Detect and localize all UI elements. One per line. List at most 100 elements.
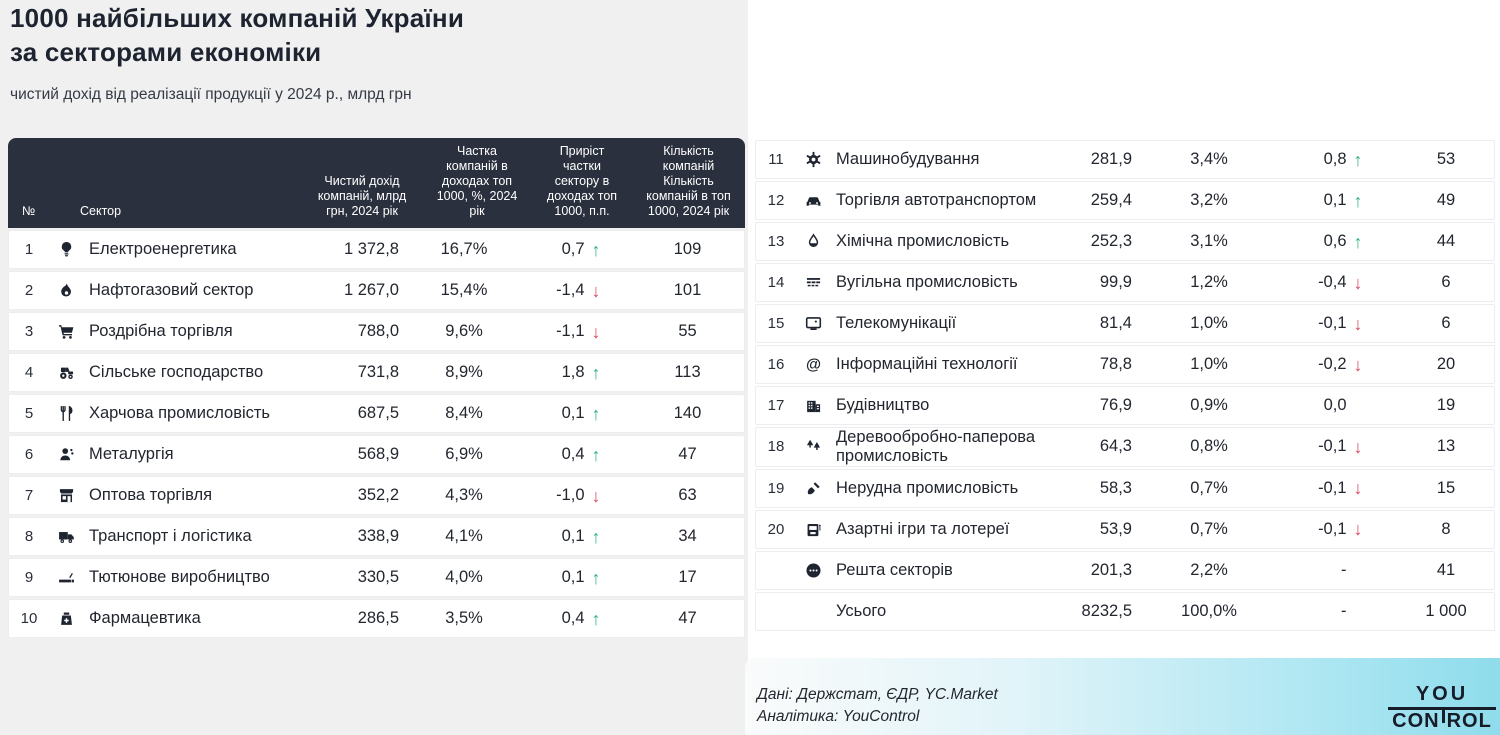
sector-label: Усього <box>836 601 887 620</box>
revenue-value: 281,9 <box>1090 150 1132 168</box>
table-row: 15 Телекомунікації 81,4 1,0% -0,1 ↓ 6 <box>755 304 1495 343</box>
arrow-down-icon: ↓ <box>1353 354 1363 375</box>
revenue-value: 1 267,0 <box>343 281 399 299</box>
growth-cell: - <box>1286 602 1396 621</box>
sector-icon-cell <box>796 192 830 209</box>
growth-value: 0,4 <box>561 445 585 463</box>
sector-icon-cell <box>796 274 830 291</box>
arrow-up-icon: ↑ <box>591 608 601 629</box>
left-rows: 1 Електроенергетика 1 372,8 16,7% 0,7 ↑ 109 2 На… <box>8 230 745 638</box>
share-value: 4,3% <box>445 486 483 504</box>
table-row: 12 Торгівля автотранспортом 259,4 3,2% 0,1 ↑ 4… <box>755 181 1495 220</box>
lightbulb-icon <box>61 242 71 257</box>
share-value: 1,0% <box>1190 314 1228 332</box>
revenue-value: 64,3 <box>1099 437 1132 456</box>
sector-label: Транспорт і логістика <box>89 527 252 546</box>
share-value: 3,2% <box>1190 191 1228 209</box>
company-count: 6 <box>1441 314 1451 332</box>
arrow-up-icon: ↑ <box>1353 190 1363 211</box>
growth-value: 0,0 <box>1323 396 1347 414</box>
growth-cell: -0,1 ↓ <box>1286 520 1396 539</box>
row-num: 15 <box>767 315 785 332</box>
building-icon <box>806 400 820 413</box>
arrow-up-icon: ↑ <box>591 403 601 424</box>
sector-icon-cell <box>796 397 830 414</box>
header-growth: Приріст частки сектору в доходах топ 100… <box>546 144 618 218</box>
store-icon <box>59 489 73 503</box>
table-row: 8 Транспорт і логістика 338,9 4,1% 0,1 ↑ 34 <box>8 517 745 556</box>
sector-icon-cell <box>796 480 830 497</box>
sector-label: Нафтогазовий сектор <box>89 281 254 300</box>
growth-cell: -1,1 ↓ <box>529 322 629 341</box>
company-count: 55 <box>678 322 697 340</box>
svg-text:@: @ <box>805 356 820 373</box>
header-count: Кількість компаній Кількість компаній в … <box>646 144 731 218</box>
growth-cell: -0,1 ↓ <box>1286 437 1396 456</box>
right-rows: 11 Машинобудування 281,9 3,4% 0,8 ↑ 53 12 Торгів… <box>755 140 1495 631</box>
company-count: 17 <box>678 568 697 586</box>
sector-label: Хімічна промисловість <box>836 232 1010 251</box>
growth-cell: 1,8 ↑ <box>529 363 629 382</box>
share-value: 8,9% <box>445 363 483 381</box>
growth-cell: - <box>1286 561 1396 580</box>
share-value: 9,6% <box>445 322 483 340</box>
revenue-value: 99,9 <box>1099 273 1132 291</box>
table-row: 9 Тютюнове виробництво 330,5 4,0% 0,1 ↑ 17 <box>8 558 745 597</box>
share-value: 4,0% <box>445 568 483 586</box>
sector-icon-cell <box>796 562 830 579</box>
table-row: 13 Хімічна промисловість 252,3 3,1% 0,6 ↑ 44 <box>755 222 1495 261</box>
row-num: 4 <box>24 364 34 381</box>
header-sector: Сектор <box>80 204 122 218</box>
growth-value: -0,4 <box>1318 273 1347 291</box>
arrow-up-icon: ↑ <box>591 362 601 383</box>
youcontrol-logo: YOU CON ROL <box>1388 683 1496 733</box>
arrow-down-icon: ↓ <box>1353 436 1363 457</box>
arrow-down-icon: ↓ <box>591 485 601 506</box>
company-count: 53 <box>1436 150 1456 168</box>
sector-label: Інформаційні технології <box>836 355 1018 374</box>
gear-icon <box>806 151 820 168</box>
sector-label: Машинобудування <box>836 150 980 169</box>
row-num: 5 <box>24 405 34 422</box>
header-revenue: Чистий дохід компаній, млрд грн, 2024 рі… <box>317 174 407 218</box>
growth-cell: -0,1 ↓ <box>1286 479 1396 498</box>
revenue-value: 1 372,8 <box>343 240 399 258</box>
page-subtitle: чистий дохід від реалізації продукції у … <box>10 86 412 103</box>
source-line: Дані: Держстат, ЄДР, YC.Market <box>757 686 998 703</box>
logo-t-stem <box>1441 710 1445 723</box>
revenue-value: 81,4 <box>1099 314 1132 332</box>
sector-icon-cell <box>49 569 83 586</box>
growth-value: 1,8 <box>561 363 585 381</box>
arrow-up-icon: ↑ <box>1353 231 1363 252</box>
growth-value: 0,7 <box>561 240 585 258</box>
sector-icon-cell <box>796 521 830 538</box>
row-num: 2 <box>24 282 34 299</box>
share-value: 3,1% <box>1190 232 1228 250</box>
arrow-down-icon: ↓ <box>1353 519 1363 540</box>
revenue-value: 286,5 <box>357 609 399 627</box>
car-icon <box>806 197 820 206</box>
sector-label: Телекомунікації <box>836 314 957 333</box>
table-row: 18 Деревообробно-паперова промисловість 64… <box>755 427 1495 467</box>
company-count: 113 <box>674 363 701 381</box>
growth-value: 0,1 <box>1323 191 1347 209</box>
sector-icon-cell <box>796 151 830 168</box>
growth-value: -1,4 <box>556 281 585 299</box>
sector-label: Решта секторів <box>836 560 953 579</box>
table-row: 11 Машинобудування 281,9 3,4% 0,8 ↑ 53 <box>755 140 1495 179</box>
sector-icon-cell <box>49 282 83 299</box>
arrow-down-icon: ↓ <box>591 321 601 342</box>
table-row: 20 Азартні ігри та лотереї 53,9 0,7% -0,1 ↓ 8 <box>755 509 1495 549</box>
table-row: 16 @ Інформаційні технології 78,8 1,0% -0,2 ↓ 2… <box>755 345 1495 384</box>
revenue-value: 53,9 <box>1099 519 1132 538</box>
share-value: 3,5% <box>445 609 483 627</box>
share-value: 1,0% <box>1190 355 1228 373</box>
table-row: 14 Вугільна промисловість 99,9 1,2% -0,4 ↓ 6 <box>755 263 1495 302</box>
drop-icon <box>808 233 818 248</box>
sector-icon-cell <box>49 323 83 340</box>
cart-icon <box>58 325 73 339</box>
growth-cell: -0,2 ↓ <box>1286 355 1396 374</box>
share-value: 2,2% <box>1190 560 1228 579</box>
arrow-down-icon: ↓ <box>1353 313 1363 334</box>
sector-label: Оптова торгівля <box>89 486 213 505</box>
